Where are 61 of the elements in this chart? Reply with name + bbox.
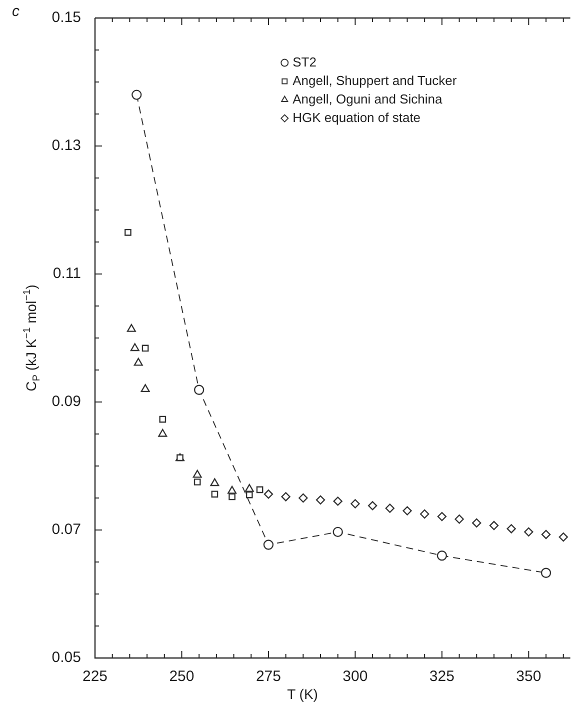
point: [558, 532, 568, 542]
y-tick-label: 0.11: [52, 265, 81, 282]
point: [264, 490, 274, 499]
point: [134, 358, 143, 366]
y-tick-label: 0.13: [52, 137, 81, 154]
y-tick-label: 0.09: [52, 393, 81, 410]
point: [124, 228, 132, 236]
point: [130, 343, 140, 352]
point: [176, 454, 184, 462]
point: [132, 90, 142, 100]
point: [126, 324, 136, 332]
point: [244, 484, 254, 492]
point: [524, 527, 534, 537]
point: [210, 478, 220, 486]
x-tick-label: 275: [256, 668, 281, 686]
y-tick-label: 0.05: [52, 649, 81, 666]
point: [540, 568, 552, 578]
point: [385, 504, 394, 513]
point: [316, 495, 326, 505]
point: [437, 512, 447, 522]
point: [211, 490, 218, 498]
point: [472, 518, 482, 528]
legend-label: ST2: [292, 54, 316, 70]
y-tick-label: 0.07: [52, 521, 81, 538]
point: [541, 530, 551, 540]
text: c: [12, 3, 20, 20]
point: [489, 520, 499, 530]
point: [140, 384, 150, 392]
point: [454, 514, 464, 524]
legend-label: Angell, Shuppert and Tucker: [292, 72, 458, 88]
x-tick-label: 250: [169, 668, 194, 686]
point: [158, 428, 168, 437]
point: [228, 486, 237, 494]
y-axis-title: CP (kJ K−1 mol−1): [22, 284, 43, 392]
point: [194, 384, 204, 395]
point: [142, 344, 149, 352]
point: [350, 499, 360, 508]
point: [420, 509, 430, 519]
point: [256, 486, 264, 494]
x-tick-label: 300: [342, 668, 368, 686]
point: [436, 550, 448, 561]
point: [281, 492, 290, 502]
point: [298, 493, 308, 503]
x-tick-label: 325: [429, 668, 454, 686]
legend-label: HGK equation of state: [292, 110, 421, 125]
point: [228, 493, 236, 500]
point: [246, 491, 253, 498]
point: [332, 526, 343, 538]
legend-label: Angell, Oguni and Sichina: [292, 91, 443, 106]
point: [263, 540, 274, 550]
point: [368, 501, 378, 510]
point: [402, 506, 412, 516]
point: [333, 496, 342, 506]
y-tick-label: 0.15: [52, 9, 81, 26]
x-tick-label: 350: [516, 668, 542, 686]
point: [194, 478, 201, 486]
point: [506, 524, 516, 534]
x-tick-label: 225: [82, 668, 108, 686]
x-axis-title: T (K): [287, 686, 318, 702]
point: [192, 470, 202, 478]
point: [159, 416, 166, 423]
